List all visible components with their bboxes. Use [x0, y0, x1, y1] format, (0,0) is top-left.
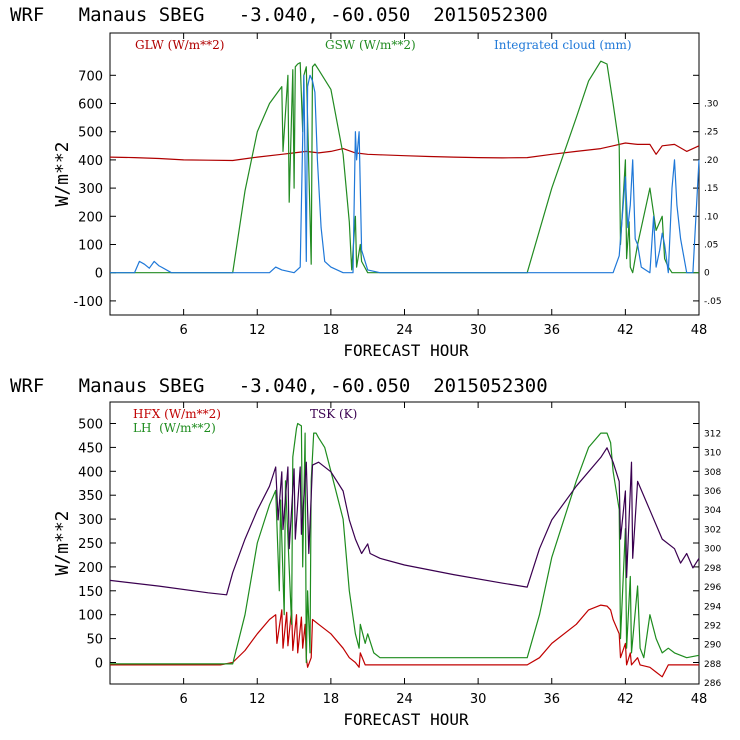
y2-tick-label: .30 — [704, 100, 719, 110]
bottom-y-axis-label: W/m**2 — [52, 510, 73, 575]
legend-integrated-cloud: Integrated cloud (mm) — [494, 38, 632, 52]
x-tick-label: 24 — [396, 323, 413, 338]
y-tick-label: 200 — [78, 210, 103, 225]
y2-tick-label: 290 — [704, 641, 721, 651]
x-tick-label: 18 — [323, 692, 340, 707]
top-x-axis: 6 12 18 24 30 36 42 48 — [179, 33, 707, 338]
y2-tick-label: .25 — [704, 128, 718, 138]
bottom-panel: WRF Manaus SBEG -3.040, -60.050 20150523… — [10, 375, 721, 729]
y2-tick-label: 296 — [704, 583, 721, 593]
y-tick-label: 700 — [78, 69, 103, 84]
y-tick-label: 400 — [78, 154, 103, 169]
y-tick-label: 0 — [95, 656, 103, 671]
series-line-hfx — [110, 604, 699, 678]
legend-glw: GLW (W/m**2) — [135, 38, 224, 52]
y-tick-label: 300 — [78, 182, 103, 197]
y2-tick-label: 0 — [704, 269, 710, 279]
y-tick-label: 600 — [78, 98, 103, 113]
top-y-axis-label: W/m**2 — [52, 141, 73, 206]
x-tick-label: 6 — [179, 323, 187, 338]
top-x-axis-label: FORECAST HOUR — [343, 341, 469, 360]
y2-tick-label: 304 — [704, 506, 721, 516]
y2-tick-label: 302 — [704, 525, 721, 535]
bottom-x-axis-label: FORECAST HOUR — [343, 710, 469, 729]
bottom-panel-title: WRF Manaus SBEG -3.040, -60.050 20150523… — [10, 375, 548, 397]
bottom-right-axis: 286 288 290 292 294 296 298 300 302 304 306 308 310 3… — [704, 429, 721, 689]
x-tick-label: 30 — [470, 323, 487, 338]
y2-tick-label: 308 — [704, 468, 721, 478]
y2-tick-label: 288 — [704, 660, 721, 670]
y-tick-label: 50 — [86, 633, 103, 648]
legend-gsw: GSW (W/m**2) — [325, 38, 416, 52]
y2-tick-label: 312 — [704, 429, 721, 439]
x-tick-label: 48 — [691, 692, 708, 707]
y2-tick-label: 292 — [704, 622, 721, 632]
y2-tick-label: .15 — [704, 184, 718, 194]
y-tick-label: -100 — [73, 295, 103, 310]
x-tick-label: 24 — [396, 692, 413, 707]
top-series — [109, 60, 700, 274]
y-tick-label: 250 — [78, 537, 103, 552]
y2-tick-label: .05 — [704, 241, 718, 251]
top-left-axis: -100 0 100 200 300 400 500 600 700 — [73, 69, 699, 310]
y2-tick-label: 306 — [704, 487, 721, 497]
x-tick-label: 12 — [249, 323, 266, 338]
y-tick-label: 100 — [78, 609, 103, 624]
y-tick-label: 0 — [95, 267, 103, 282]
y-tick-label: 450 — [78, 441, 103, 456]
legend-hfx: HFX (W/m**2) — [133, 407, 221, 421]
y2-tick-label: 286 — [704, 679, 721, 689]
bottom-x-axis: 6 12 18 24 30 36 42 48 — [179, 402, 707, 707]
y-tick-label: 350 — [78, 489, 103, 504]
bottom-left-axis: 0 50 100 150 200 250 300 350 400 450 500 — [78, 418, 699, 671]
x-tick-label: 36 — [543, 323, 560, 338]
y2-tick-label: 294 — [704, 602, 721, 612]
x-tick-label: 48 — [691, 323, 708, 338]
series-line-tsk — [109, 447, 700, 596]
x-tick-label: 42 — [617, 692, 634, 707]
x-tick-label: 18 — [323, 323, 340, 338]
legend-tsk: TSK (K) — [310, 407, 357, 421]
y-tick-label: 100 — [78, 239, 103, 254]
x-tick-label: 30 — [470, 692, 487, 707]
y-tick-label: 300 — [78, 513, 103, 528]
y2-tick-label: .20 — [704, 156, 719, 166]
y-tick-label: 200 — [78, 561, 103, 576]
x-tick-label: 6 — [179, 692, 187, 707]
y-tick-label: 150 — [78, 585, 103, 600]
x-tick-label: 36 — [543, 692, 560, 707]
bottom-series — [109, 422, 700, 678]
y-tick-label: 500 — [78, 418, 103, 433]
series-line-lh — [110, 422, 700, 665]
top-right-axis: -.05 0 .05 .10 .15 .20 .25 .30 — [704, 100, 722, 307]
y2-tick-label: 310 — [704, 449, 721, 459]
series-line-glw — [109, 142, 700, 162]
y2-tick-label: 298 — [704, 564, 721, 574]
x-tick-label: 12 — [249, 692, 266, 707]
top-panel-title: WRF Manaus SBEG -3.040, -60.050 20150523… — [10, 4, 548, 26]
legend-lh: LH (W/m**2) — [133, 421, 216, 435]
y-tick-label: 500 — [78, 126, 103, 141]
series-line-integrated-cloud — [110, 74, 700, 274]
x-tick-label: 42 — [617, 323, 634, 338]
y2-tick-label: 300 — [704, 545, 721, 555]
top-panel: WRF Manaus SBEG -3.040, -60.050 20150523… — [10, 4, 722, 360]
y2-tick-label: .10 — [704, 212, 719, 222]
y-tick-label: 400 — [78, 465, 103, 480]
series-line-gsw — [110, 60, 699, 274]
y2-tick-label: -.05 — [704, 297, 722, 307]
